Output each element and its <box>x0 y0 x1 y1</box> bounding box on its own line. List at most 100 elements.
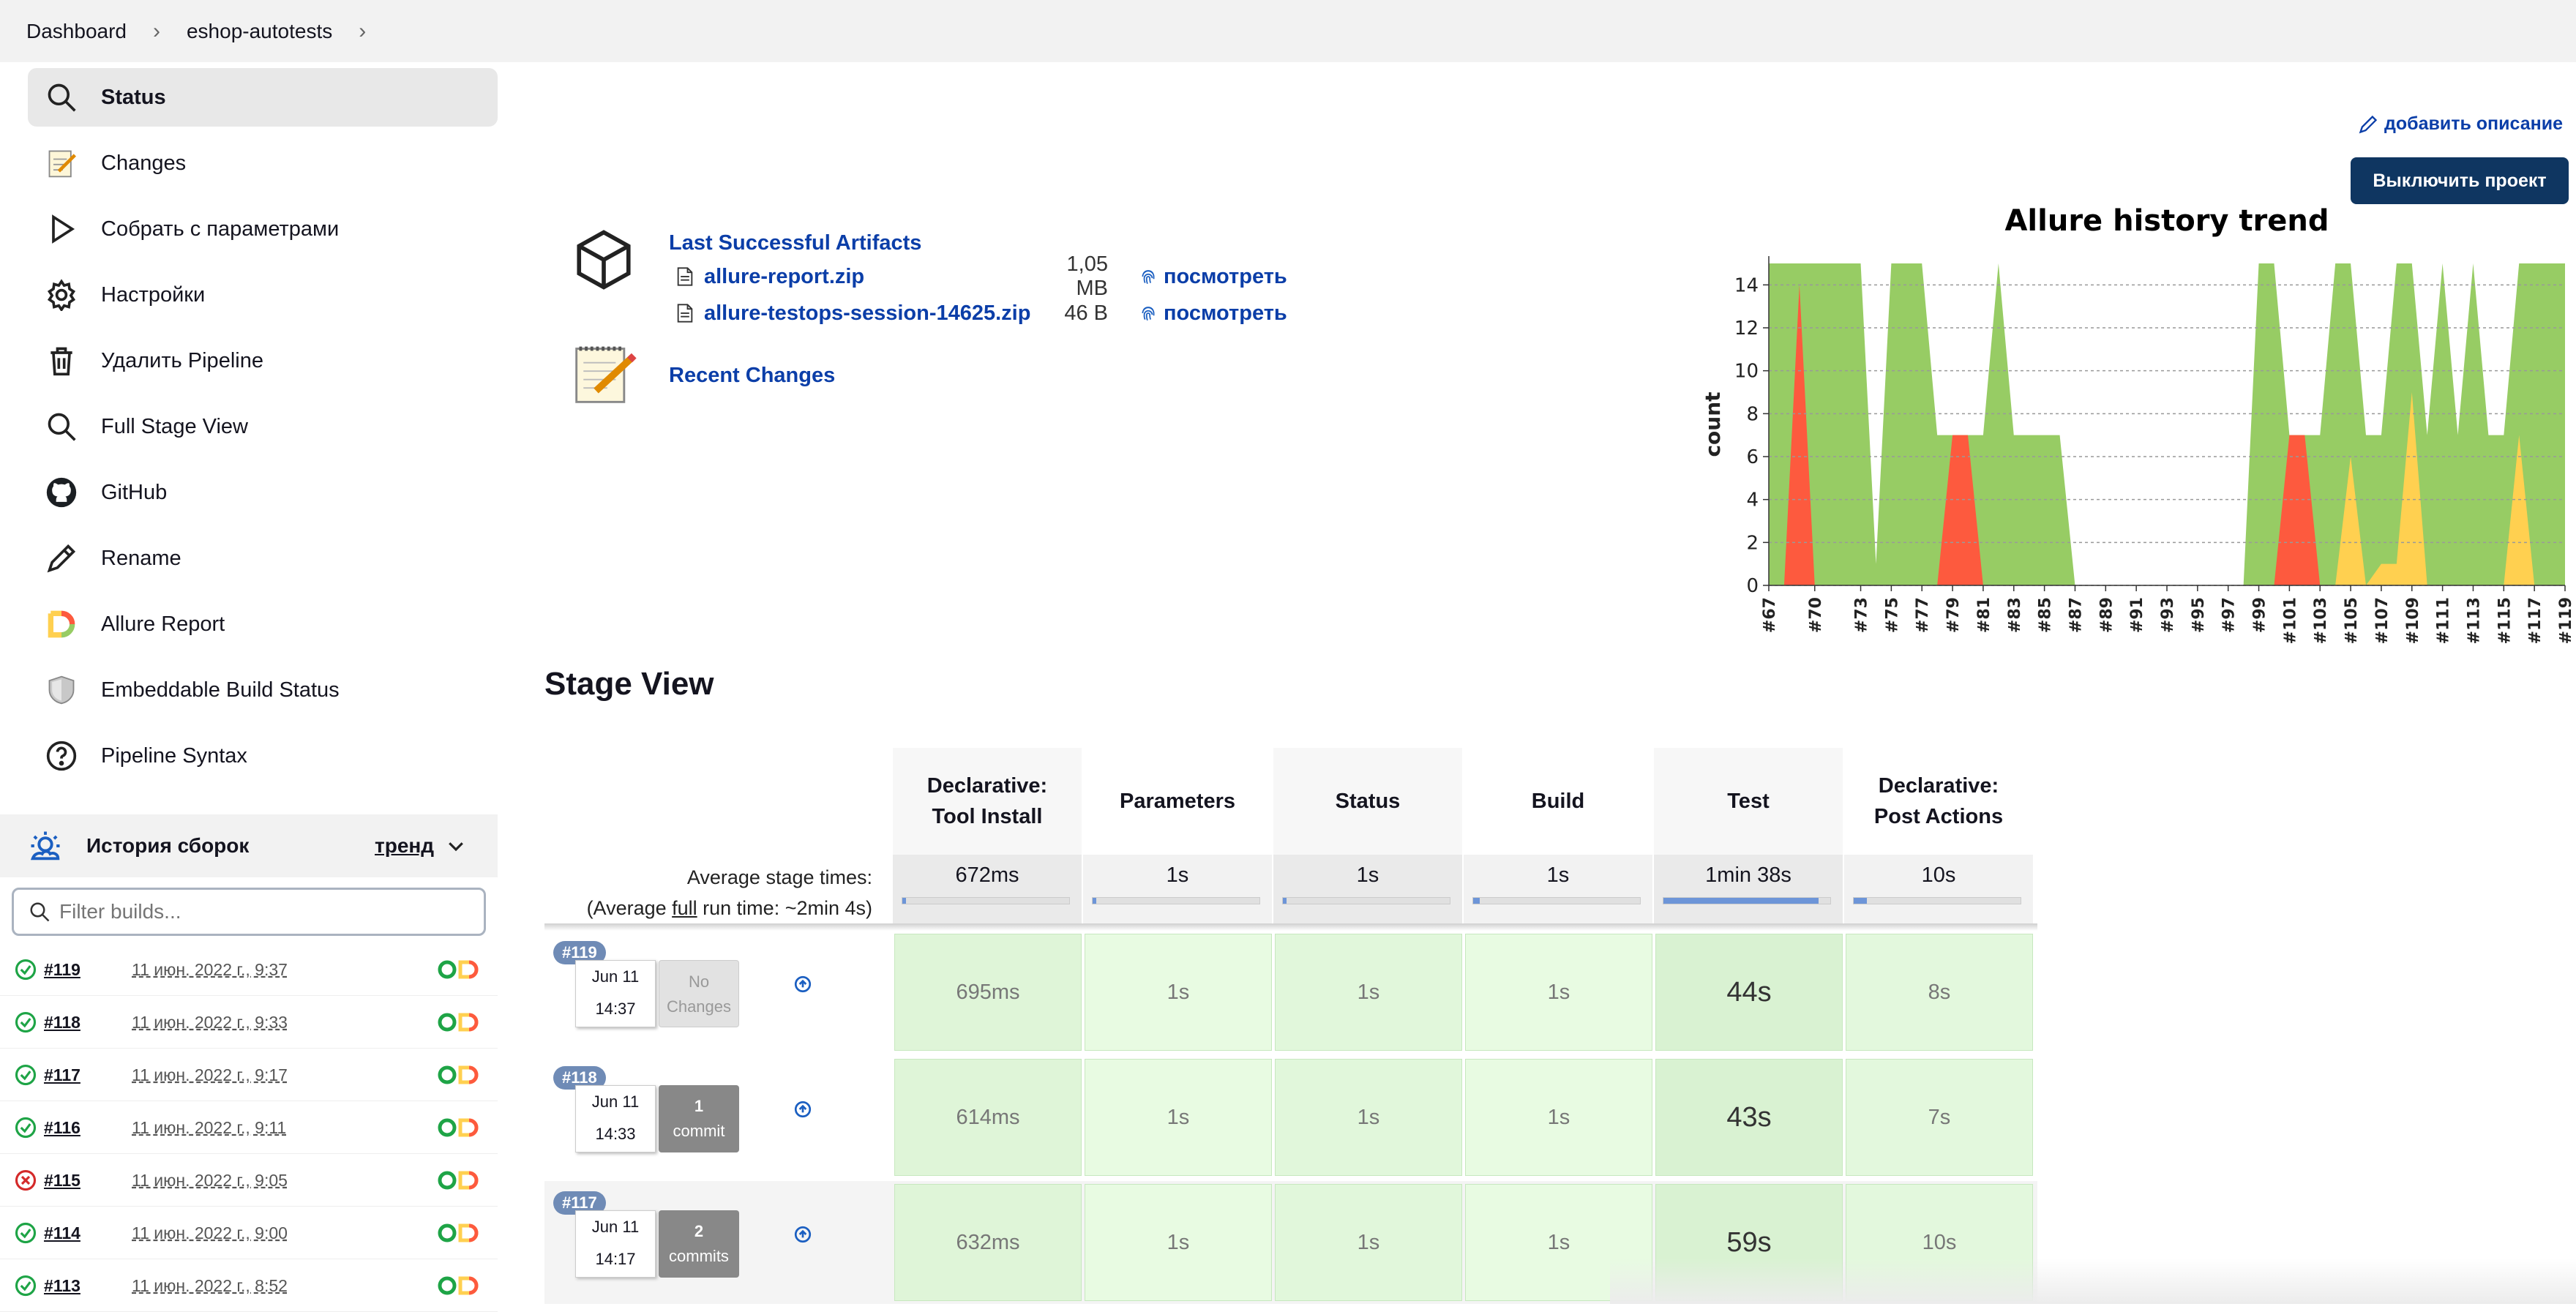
sidebar-item-label: Status <box>101 85 166 109</box>
add-description-link[interactable]: добавить описание <box>2358 113 2563 135</box>
disable-project-button[interactable]: Выключить проект <box>2351 157 2569 204</box>
filter-builds-input[interactable] <box>59 900 469 923</box>
full-runtime-link[interactable]: full <box>672 897 697 919</box>
series-area-passed[interactable] <box>1769 263 2565 585</box>
breadcrumb-project[interactable]: eshop-autotests <box>186 19 333 42</box>
series-area-failed[interactable] <box>1769 285 2565 585</box>
sidebar-item-build-with-params[interactable]: Собрать с параметрами <box>28 200 498 258</box>
artifact-link[interactable]: allure-report.zip <box>704 264 865 288</box>
changes-count: 1 <box>694 1097 704 1115</box>
status-success-icon <box>15 1117 37 1139</box>
build-number-link[interactable]: #119 <box>44 959 80 979</box>
chevron-down-icon[interactable] <box>445 835 467 857</box>
build-date-link[interactable]: 11 июн. 2022 г., 9:11 <box>132 1117 287 1137</box>
build-history-row[interactable]: #119 11 июн. 2022 г., 9:37 <box>0 944 498 996</box>
build-history-row[interactable]: #116 11 июн. 2022 г., 9:11 <box>0 1102 498 1154</box>
stage-cell[interactable]: 1s <box>1465 934 1652 1051</box>
stage-cell[interactable]: 1s <box>1085 934 1272 1051</box>
last-successful-artifacts-link[interactable]: Last Successful Artifacts <box>669 231 922 255</box>
stage-cell[interactable]: 614ms <box>894 1059 1082 1176</box>
y-axis-label: count <box>1701 391 1725 457</box>
build-number-link[interactable]: #113 <box>44 1275 80 1295</box>
stage-cell[interactable]: 1s <box>1275 1059 1462 1176</box>
trend-link[interactable]: тренд <box>375 834 435 857</box>
status-success-icon <box>15 959 37 981</box>
stage-average-bar-fill <box>1663 898 1819 904</box>
stage-cell[interactable]: 695ms <box>894 934 1082 1051</box>
sidebar-item-status[interactable]: Status <box>28 68 498 127</box>
breadcrumb-dashboard[interactable]: Dashboard <box>26 19 127 42</box>
changes-text: Changes <box>666 997 732 1016</box>
recent-changes-link[interactable]: Recent Changes <box>669 364 836 387</box>
artifact-view-link[interactable]: посмотреть <box>1139 265 1287 289</box>
artifact-link[interactable]: allure-testops-session-14625.zip <box>704 301 1031 325</box>
build-number-link[interactable]: #117 <box>44 1065 80 1084</box>
stage-cell[interactable]: 1s <box>1085 1184 1272 1301</box>
build-history-row[interactable]: #118 11 июн. 2022 г., 9:33 <box>0 997 498 1049</box>
run-changes[interactable]: 1 commit <box>659 1085 739 1152</box>
run-changes: No Changes <box>659 960 739 1027</box>
build-history-row[interactable]: #113 11 июн. 2022 г., 8:52 <box>0 1260 498 1312</box>
allure-badge-icon[interactable] <box>436 959 480 981</box>
sidebar-item-changes[interactable]: Changes <box>28 134 498 192</box>
stage-cell[interactable]: 44s <box>1655 934 1843 1051</box>
filter-builds-field[interactable] <box>12 888 486 936</box>
sidebar-item-embeddable-build-status[interactable]: Embeddable Build Status <box>28 661 498 719</box>
sidebar-item-pipeline-syntax[interactable]: Pipeline Syntax <box>28 727 498 785</box>
sidebar-item-label: Full Stage View <box>101 414 248 438</box>
series-area-broken[interactable] <box>1769 392 2565 585</box>
stage-name: Tool Install <box>932 805 1043 828</box>
sidebar-item-full-stage-view[interactable]: Full Stage View <box>28 397 498 456</box>
breadcrumb-separator-icon[interactable]: › <box>359 18 367 43</box>
run-changes[interactable]: 2 commits <box>659 1210 739 1278</box>
run-info-icon[interactable] <box>793 1100 812 1119</box>
stage-cell[interactable]: 43s <box>1655 1059 1843 1176</box>
stage-cell[interactable]: 1s <box>1275 934 1462 1051</box>
weather-icon <box>30 831 60 861</box>
build-number-link[interactable]: #115 <box>44 1170 80 1190</box>
artifact-size: 46 B <box>1064 301 1108 325</box>
run-info-icon[interactable] <box>793 975 812 994</box>
build-date-link[interactable]: 11 июн. 2022 г., 9:33 <box>132 1012 288 1032</box>
allure-history-trend-chart[interactable]: Allure history trend 0 2 4 6 8 10 12 14 #67 #70 #73… <box>1698 198 2576 651</box>
stage-cell[interactable]: 1s <box>1085 1059 1272 1176</box>
build-date-link[interactable]: 11 июн. 2022 г., 9:37 <box>132 959 288 979</box>
stage-cell[interactable]: 8s <box>1846 934 2033 1051</box>
github-icon <box>44 475 79 510</box>
stage-cell[interactable]: 632ms <box>894 1184 1082 1301</box>
sidebar-item-delete-pipeline[interactable]: Удалить Pipeline <box>28 331 498 390</box>
x-tick-label: #111 <box>2435 597 2453 644</box>
allure-badge-icon[interactable] <box>436 1275 480 1297</box>
x-tick-label: #95 <box>2190 597 2208 633</box>
build-number-link[interactable]: #118 <box>44 1012 80 1032</box>
allure-badge-icon[interactable] <box>436 1011 480 1033</box>
build-history-row[interactable]: #114 11 июн. 2022 г., 9:00 <box>0 1207 498 1259</box>
run-info-icon[interactable] <box>793 1225 812 1244</box>
build-date-link[interactable]: 11 июн. 2022 г., 9:05 <box>132 1170 288 1190</box>
build-date-link[interactable]: 11 июн. 2022 г., 9:00 <box>132 1223 288 1242</box>
stage-cell[interactable]: 7s <box>1846 1059 2033 1176</box>
sidebar-item-label: Rename <box>101 546 181 570</box>
stage-header-shadow <box>544 923 2037 931</box>
build-number-link[interactable]: #116 <box>44 1117 80 1137</box>
sidebar-item-settings[interactable]: Настройки <box>28 266 498 324</box>
build-history-row[interactable]: #117 11 июн. 2022 г., 9:17 <box>0 1049 498 1101</box>
build-history-row[interactable]: #115 11 июн. 2022 г., 9:05 <box>0 1155 498 1207</box>
build-date-link[interactable]: 11 июн. 2022 г., 9:17 <box>132 1065 288 1084</box>
allure-badge-icon[interactable] <box>436 1064 480 1086</box>
allure-badge-icon[interactable] <box>436 1169 480 1191</box>
allure-badge-icon[interactable] <box>436 1117 480 1139</box>
sidebar-item-github[interactable]: GitHub <box>28 463 498 522</box>
sidebar-item-allure-report[interactable]: Allure Report <box>28 595 498 653</box>
stage-header-text: Parameters <box>1120 786 1235 817</box>
sidebar-item-label: Настройки <box>101 282 206 307</box>
stage-cell[interactable]: 1s <box>1275 1184 1462 1301</box>
run-date-day: Jun 11 <box>591 967 640 986</box>
allure-badge-icon[interactable] <box>436 1222 480 1244</box>
build-date-link[interactable]: 11 июн. 2022 г., 8:52 <box>132 1275 288 1295</box>
stage-header-text: Test <box>1727 786 1769 817</box>
build-number-link[interactable]: #114 <box>44 1223 80 1242</box>
stage-cell[interactable]: 1s <box>1465 1059 1652 1176</box>
sidebar-item-rename[interactable]: Rename <box>28 529 498 588</box>
artifact-view-link[interactable]: посмотреть <box>1139 301 1287 326</box>
